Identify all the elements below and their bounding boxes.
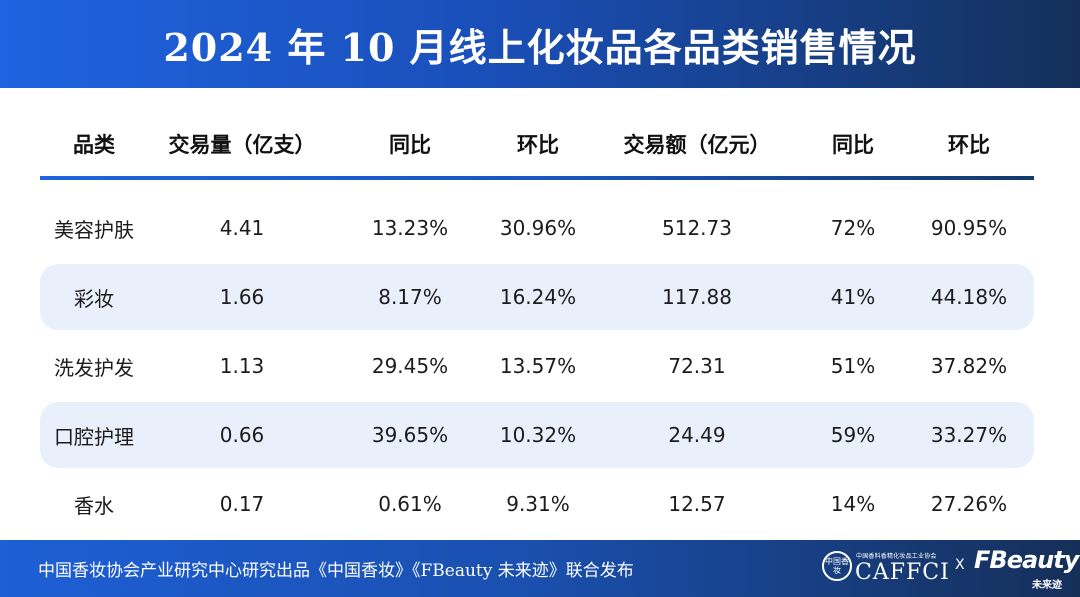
amount-yoy-cell: 41% [830, 285, 876, 309]
column-header-amount: 交易额（亿元） [623, 133, 771, 157]
volume-yoy-cell: 8.17% [378, 285, 442, 309]
amount-cell: 117.88 [662, 285, 732, 309]
fbeauty-logo: FBeauty 未来迹 [974, 546, 1079, 592]
volume-mom-cell: 10.32% [499, 423, 577, 447]
category-cell: 洗发护发 [54, 355, 134, 380]
column-header-volume: 交易量（亿支） [168, 133, 316, 157]
table-row: 彩妆 1.66 8.17% 16.24% 117.88 41% 44.18% [40, 264, 1034, 330]
column-header-amount-yoy: 同比 [832, 133, 874, 157]
header-divider [40, 176, 1034, 180]
amount-cell: 24.49 [668, 423, 726, 447]
amount-yoy-cell: 72% [830, 216, 876, 240]
volume-yoy-cell: 13.23% [371, 216, 449, 240]
sales-table: 品类 交易量（亿支） 同比 环比 交易额（亿元） 同比 环比 美容护肤 4.41… [40, 112, 1034, 540]
table-header-row: 品类 交易量（亿支） 同比 环比 交易额（亿元） 同比 环比 [40, 112, 1034, 176]
volume-cell: 4.41 [219, 216, 265, 240]
table-row: 香水 0.17 0.61% 9.31% 12.57 14% 27.26% [40, 471, 1034, 537]
volume-cell: 0.66 [219, 423, 265, 447]
fbeauty-logo-subtitle: 未来迹 [1032, 580, 1062, 591]
amount-mom-cell: 27.26% [930, 492, 1008, 516]
category-cell: 香水 [74, 493, 114, 518]
column-header-category: 品类 [73, 133, 115, 157]
amount-yoy-cell: 59% [830, 423, 876, 447]
header-banner: 2024 年 10 月线上化妆品各品类销售情况 [0, 0, 1080, 88]
category-cell: 口腔护理 [54, 424, 134, 449]
table-body: 美容护肤 4.41 13.23% 30.96% 512.73 72% 90.95… [40, 195, 1034, 537]
category-cell: 彩妆 [74, 286, 114, 311]
amount-mom-cell: 37.82% [930, 354, 1008, 378]
amount-cell: 72.31 [668, 354, 726, 378]
volume-cell: 1.66 [219, 285, 265, 309]
volume-mom-cell: 16.24% [499, 285, 577, 309]
volume-yoy-cell: 29.45% [371, 354, 449, 378]
column-header-volume-yoy: 同比 [389, 133, 431, 157]
fbeauty-logo-wordmark: FBeauty [974, 546, 1079, 574]
volume-cell: 1.13 [219, 354, 265, 378]
amount-yoy-cell: 14% [830, 492, 876, 516]
caffci-logo: 中国香妆 中国香料香精化妆品工业协会 CAFFCI [822, 548, 950, 590]
volume-mom-cell: 9.31% [506, 492, 570, 516]
table-row: 口腔护理 0.66 39.65% 10.32% 24.49 59% 33.27% [40, 402, 1034, 468]
table-row: 美容护肤 4.41 13.23% 30.96% 512.73 72% 90.95… [40, 195, 1034, 261]
caffci-logo-wordmark: CAFFCI [855, 560, 950, 585]
page-title: 2024 年 10 月线上化妆品各品类销售情况 [163, 24, 917, 70]
column-header-amount-mom: 环比 [948, 133, 990, 157]
volume-cell: 0.17 [219, 492, 265, 516]
publisher-credit: 中国香妆协会产业研究中心研究出品《中国香妆》《FBeauty 未来迹》联合发布 [38, 561, 634, 581]
table-row: 洗发护发 1.13 29.45% 13.57% 72.31 51% 37.82% [40, 333, 1034, 399]
caffci-logo-subtitle: 中国香料香精化妆品工业协会 [856, 553, 937, 560]
logo-separator: X [955, 557, 965, 573]
volume-mom-cell: 30.96% [499, 216, 577, 240]
amount-mom-cell: 33.27% [930, 423, 1008, 447]
footer-banner: 中国香妆协会产业研究中心研究出品《中国香妆》《FBeauty 未来迹》联合发布 … [0, 540, 1080, 597]
amount-mom-cell: 44.18% [930, 285, 1008, 309]
column-header-volume-mom: 环比 [517, 133, 559, 157]
volume-yoy-cell: 0.61% [378, 492, 442, 516]
amount-cell: 12.57 [668, 492, 726, 516]
category-cell: 美容护肤 [54, 217, 134, 242]
volume-yoy-cell: 39.65% [371, 423, 449, 447]
caffci-seal-icon: 中国香妆 [822, 551, 852, 581]
amount-yoy-cell: 51% [830, 354, 876, 378]
amount-cell: 512.73 [662, 216, 732, 240]
amount-mom-cell: 90.95% [930, 216, 1008, 240]
volume-mom-cell: 13.57% [499, 354, 577, 378]
